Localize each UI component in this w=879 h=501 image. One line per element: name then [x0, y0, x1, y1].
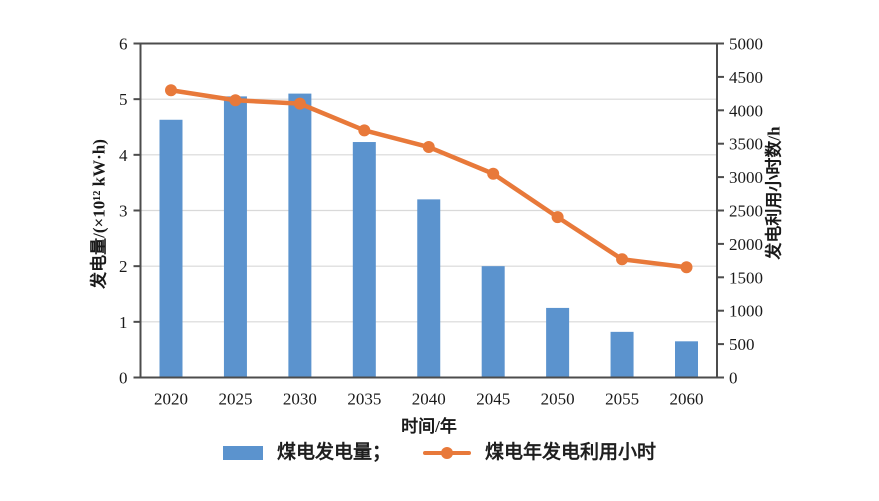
x-tick-label: 2055	[605, 390, 639, 409]
y-axis-right-title: 发电利用小时数/h	[764, 126, 784, 260]
y-right-tick-label: 2500	[729, 202, 763, 221]
y-left-tick-label: 6	[119, 35, 128, 54]
y-left-tick-label: 3	[119, 202, 128, 221]
legend-line-dot-icon	[441, 446, 453, 459]
x-tick-label: 2040	[412, 390, 446, 409]
x-tick-label: 2035	[347, 390, 381, 409]
legend-line-sample	[423, 446, 471, 459]
y-right-tick-label: 4500	[729, 68, 763, 87]
line-marker-2050	[551, 211, 564, 224]
x-tick-label: 2020	[154, 390, 188, 409]
bar-2020	[159, 119, 183, 378]
x-tick-label: 2030	[283, 390, 317, 409]
y-right-tick-label: 2000	[729, 235, 763, 254]
x-tick-label: 2045	[476, 390, 510, 409]
x-tick-label: 2060	[670, 390, 704, 409]
y-right-tick-label: 0	[729, 369, 738, 388]
line-marker-2030	[293, 97, 306, 110]
y-right-tick-label: 1500	[729, 268, 763, 287]
bar-2030	[288, 93, 312, 378]
y-left-tick-label: 0	[119, 369, 128, 388]
bar-2050	[546, 307, 570, 378]
legend: 煤电发电量； 煤电年发电利用小时	[0, 443, 879, 462]
y-left-tick-label: 1	[119, 313, 128, 332]
bar-2060	[675, 341, 698, 378]
line-marker-2045	[487, 167, 500, 180]
y-left-tick-label: 2	[119, 257, 128, 276]
y-left-tick-label: 4	[119, 146, 128, 165]
bar-2025	[223, 96, 247, 378]
line-marker-2020	[165, 84, 177, 97]
x-tick-label: 2025	[218, 390, 252, 409]
y-axis-left-title: 发电量/(×10¹² kW·h)	[89, 139, 109, 289]
y-right-tick-label: 4000	[729, 101, 763, 120]
y-right-tick-label: 3000	[729, 168, 763, 187]
y-right-tick-label: 500	[729, 335, 755, 354]
line-marker-2025	[229, 94, 242, 107]
legend-line-label: 煤电年发电利用小时	[485, 442, 657, 463]
bar-2035	[352, 142, 376, 378]
y-right-tick-label: 1000	[729, 302, 763, 321]
x-tick-label: 2050	[541, 390, 575, 409]
legend-bar-swatch	[222, 445, 263, 460]
legend-bar-label: 煤电发电量；	[276, 442, 391, 463]
line-marker-2035	[358, 124, 371, 137]
line-marker-2055	[616, 253, 629, 266]
bar-2045	[481, 266, 505, 378]
y-right-tick-label: 3500	[729, 135, 763, 154]
line-marker-2040	[422, 141, 435, 154]
y-right-tick-label: 5000	[729, 35, 763, 54]
bar-2040	[417, 199, 441, 378]
bar-2055	[610, 331, 634, 378]
x-axis-title: 时间/年	[401, 417, 457, 436]
y-left-tick-label: 5	[119, 90, 128, 109]
line-marker-2060	[680, 261, 693, 274]
